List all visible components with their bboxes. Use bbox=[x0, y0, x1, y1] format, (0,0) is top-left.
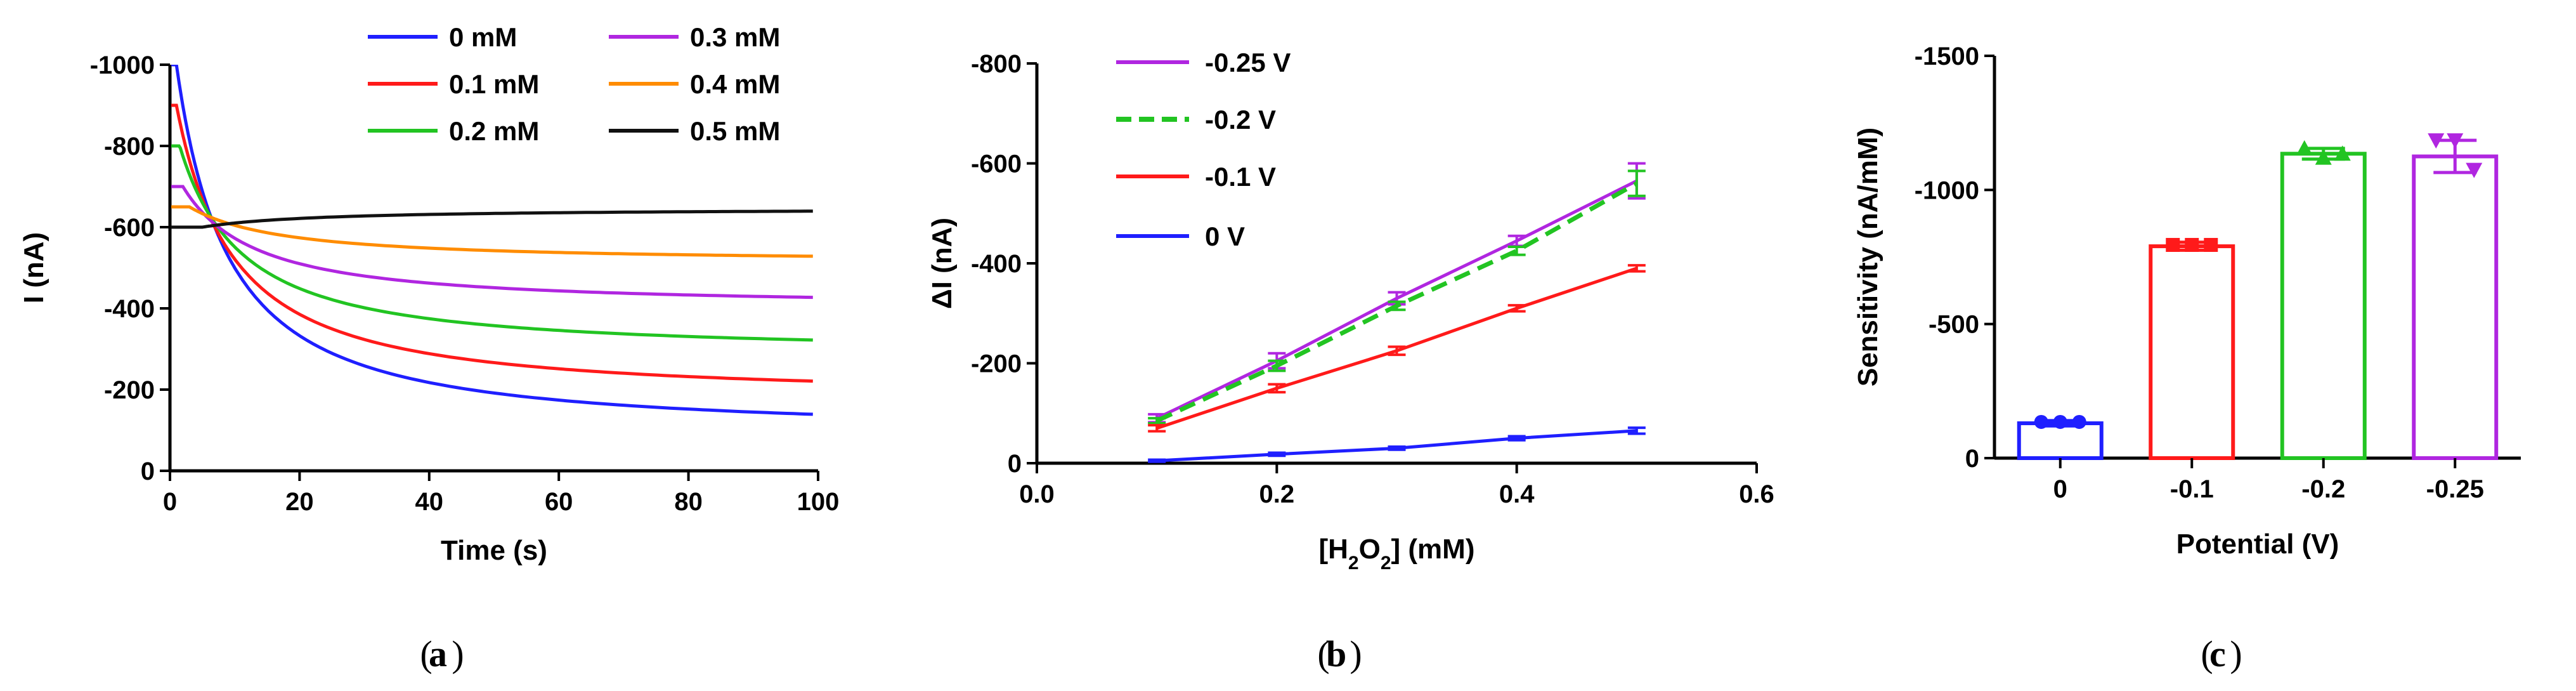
series-line-0.1-mM bbox=[171, 103, 813, 383]
series-line-0-mM bbox=[171, 65, 813, 416]
panel-label-letter: b bbox=[1326, 633, 1346, 675]
x-axis-label: [H2O2] (mM) bbox=[1318, 534, 1474, 574]
y-tick-label: -1500 bbox=[1915, 43, 1979, 70]
x-tick-label: -0.25 bbox=[2426, 475, 2484, 503]
legend-label: 0.1 mM bbox=[449, 69, 539, 99]
x-tick-label: -0.1 bbox=[2170, 475, 2214, 503]
data-point bbox=[2185, 237, 2199, 252]
y-tick-label: -800 bbox=[971, 50, 1022, 78]
data-point bbox=[2034, 414, 2048, 429]
x-tick-label: 0.0 bbox=[1019, 480, 1055, 508]
series-line-0.2-mM bbox=[171, 144, 813, 342]
x-tick-label: 80 bbox=[674, 488, 703, 516]
data-point bbox=[2428, 133, 2445, 149]
series-line-0.3-mM bbox=[171, 185, 813, 299]
y-tick-label: -1000 bbox=[1915, 176, 1979, 204]
y-tick-label: -500 bbox=[1929, 311, 1979, 339]
x-tick-label: -0.2 bbox=[2301, 475, 2345, 503]
x-axis-label: Time (s) bbox=[441, 535, 547, 566]
y-tick-label: -600 bbox=[104, 214, 155, 242]
x-tick-label: 0 bbox=[163, 488, 177, 516]
bar--0.25 bbox=[2412, 154, 2499, 460]
x-axis-label-part: 2 bbox=[1348, 553, 1359, 574]
data-point bbox=[2466, 162, 2483, 178]
bar--0.2 bbox=[2280, 152, 2367, 460]
data-point bbox=[2315, 149, 2332, 165]
x-tick-label: 0.6 bbox=[1739, 480, 1774, 508]
y-axis-label: I (nA) bbox=[18, 232, 49, 303]
x-axis-label-part: 2 bbox=[1381, 553, 1391, 574]
panel-c-chart: 0 -500 -1000 -1500 0 -0.1 -0.2 -0.25 Potential (… bbox=[1852, 43, 2521, 675]
data-point bbox=[2053, 414, 2067, 429]
y-tick-label: 0 bbox=[1965, 445, 1979, 473]
x-tick-label: 20 bbox=[285, 488, 314, 516]
y-tick-label: -400 bbox=[971, 250, 1022, 278]
legend-label: -0.25 V bbox=[1205, 48, 1291, 77]
x-tick-label: 60 bbox=[545, 488, 573, 516]
data-point bbox=[2166, 237, 2180, 252]
legend-label: -0.1 V bbox=[1205, 162, 1276, 192]
legend-label: 0.2 mM bbox=[449, 116, 539, 146]
x-tick-label: 100 bbox=[797, 488, 840, 516]
x-tick-label: 0.2 bbox=[1259, 480, 1295, 508]
panel-label-open: ( bbox=[2201, 633, 2213, 675]
legend-label: 0.3 mM bbox=[690, 22, 780, 52]
y-axis-label: ΔI (nA) bbox=[927, 218, 958, 309]
data-point bbox=[2334, 145, 2351, 161]
panel-label-open: ( bbox=[1317, 633, 1329, 675]
y-axis-label: Sensitivity (nA/mM) bbox=[1852, 128, 1883, 386]
series-line-0.4-mM bbox=[171, 205, 813, 258]
y-tick-label: -1000 bbox=[90, 51, 155, 79]
legend-label: 0.4 mM bbox=[690, 69, 780, 99]
panel-label-open: ( bbox=[420, 633, 432, 675]
y-tick-label: 0 bbox=[1008, 450, 1022, 478]
data-point bbox=[2296, 140, 2313, 155]
x-tick-label: 40 bbox=[415, 488, 444, 516]
data-point bbox=[2072, 414, 2086, 429]
bar--0.1 bbox=[2149, 244, 2235, 460]
x-axis-label-part: ] (mM) bbox=[1391, 534, 1475, 565]
legend-label: 0.5 mM bbox=[690, 116, 780, 146]
y-tick-label: -200 bbox=[104, 376, 155, 404]
y-tick-label: -200 bbox=[971, 350, 1022, 378]
panel-label-letter: c bbox=[2209, 633, 2226, 675]
x-axis-label-part: [H bbox=[1318, 534, 1348, 565]
panel-a-chart: 0 -200 -400 -600 -800 -1000 0 20 40 60 80 100 Time (… bbox=[18, 22, 839, 675]
panel-label-close: ) bbox=[1350, 633, 1362, 675]
series-line-0.5-mM bbox=[171, 209, 813, 229]
y-tick-label: 0 bbox=[141, 457, 155, 485]
y-tick-label: -400 bbox=[104, 295, 155, 323]
panel-label-letter: a bbox=[429, 633, 447, 675]
x-axis-label-part: O bbox=[1359, 534, 1381, 565]
legend-label: 0 mM bbox=[449, 22, 517, 52]
x-axis-label: Potential (V) bbox=[2176, 529, 2339, 560]
panel-label-close: ) bbox=[452, 633, 464, 675]
y-tick-label: -800 bbox=[104, 133, 155, 161]
x-tick-label: 0 bbox=[2053, 475, 2067, 503]
x-tick-label: 0.4 bbox=[1499, 480, 1535, 508]
panel-label-close: ) bbox=[2230, 633, 2242, 675]
legend-label: 0 V bbox=[1205, 221, 1245, 251]
data-point bbox=[2204, 237, 2218, 252]
legend-label: -0.2 V bbox=[1205, 105, 1276, 135]
y-tick-label: -600 bbox=[971, 150, 1022, 178]
data-point bbox=[2447, 133, 2464, 149]
